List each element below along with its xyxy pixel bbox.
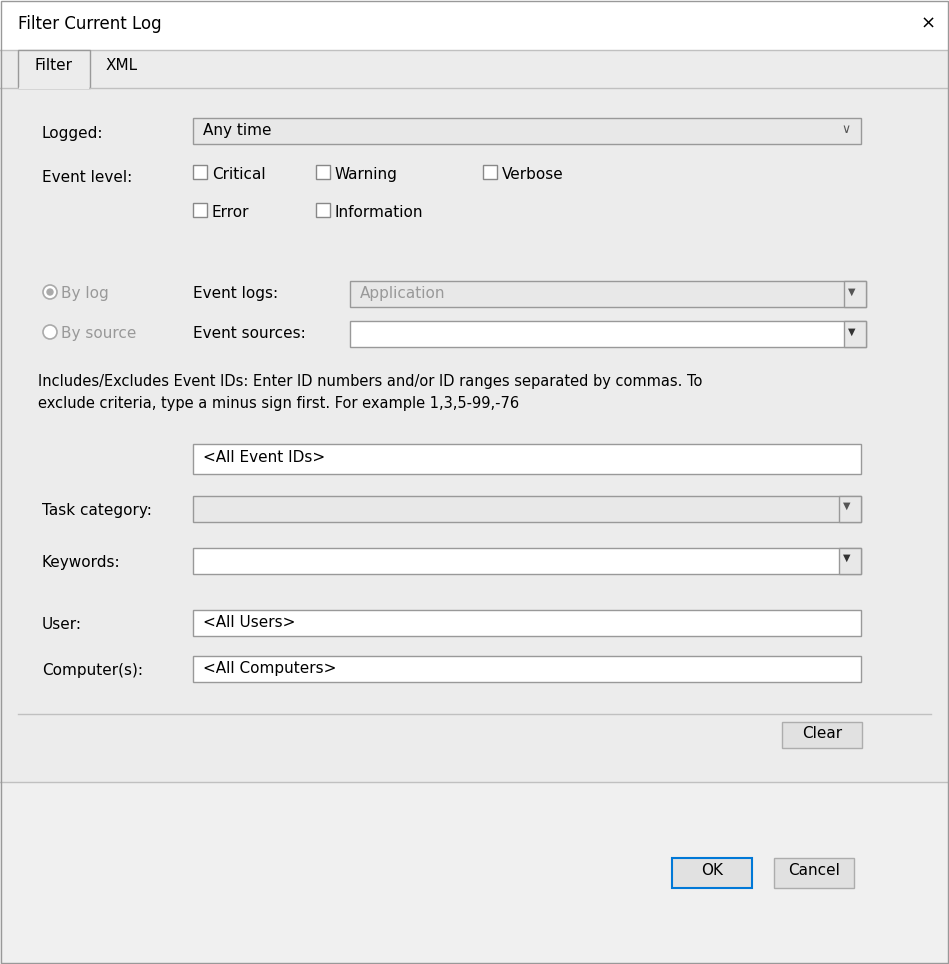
Text: Cancel: Cancel bbox=[788, 863, 840, 878]
Bar bbox=[193, 118, 861, 144]
Text: Event logs:: Event logs: bbox=[193, 286, 278, 301]
Text: Information: Information bbox=[335, 205, 423, 220]
Text: ▼: ▼ bbox=[848, 287, 855, 297]
Bar bbox=[839, 496, 861, 522]
Text: OK: OK bbox=[701, 863, 723, 878]
Text: Clear: Clear bbox=[802, 726, 842, 741]
Text: ∨: ∨ bbox=[841, 123, 850, 136]
Bar bbox=[774, 858, 854, 888]
Text: Includes/Excludes Event IDs: Enter ID numbers and/or ID ranges separated by comm: Includes/Excludes Event IDs: Enter ID nu… bbox=[38, 374, 702, 389]
Text: <All Computers>: <All Computers> bbox=[203, 661, 336, 676]
Bar bbox=[0, 0, 949, 50]
Bar bbox=[350, 321, 866, 347]
Text: Warning: Warning bbox=[335, 167, 398, 182]
Bar bbox=[193, 165, 207, 179]
Text: User:: User: bbox=[42, 617, 82, 632]
Text: Verbose: Verbose bbox=[502, 167, 564, 182]
Circle shape bbox=[47, 289, 53, 295]
Bar bbox=[839, 548, 861, 574]
Text: ×: × bbox=[921, 15, 936, 33]
Bar bbox=[18, 50, 90, 88]
Bar bbox=[19, 87, 89, 89]
Bar bbox=[672, 858, 752, 888]
Bar bbox=[193, 610, 861, 636]
Text: Any time: Any time bbox=[203, 123, 271, 138]
Text: Error: Error bbox=[212, 205, 250, 220]
Text: Event level:: Event level: bbox=[42, 170, 132, 185]
Text: Keywords:: Keywords: bbox=[42, 555, 121, 570]
Bar bbox=[782, 722, 862, 748]
Bar bbox=[193, 656, 861, 682]
Circle shape bbox=[43, 325, 57, 339]
Bar bbox=[316, 203, 330, 217]
Text: Critical: Critical bbox=[212, 167, 266, 182]
Bar bbox=[483, 165, 497, 179]
Text: <All Event IDs>: <All Event IDs> bbox=[203, 450, 326, 465]
Text: Logged:: Logged: bbox=[42, 126, 103, 141]
Circle shape bbox=[43, 285, 57, 299]
Text: Event sources:: Event sources: bbox=[193, 326, 306, 341]
Text: Task category:: Task category: bbox=[42, 503, 152, 518]
Text: By source: By source bbox=[61, 326, 137, 341]
Text: Application: Application bbox=[360, 286, 445, 301]
Text: Filter Current Log: Filter Current Log bbox=[18, 15, 161, 33]
Text: Computer(s):: Computer(s): bbox=[42, 663, 143, 678]
Text: ▼: ▼ bbox=[843, 501, 850, 511]
Text: XML: XML bbox=[106, 58, 139, 73]
Text: <All Users>: <All Users> bbox=[203, 615, 295, 630]
Bar bbox=[316, 165, 330, 179]
Bar bbox=[193, 444, 861, 474]
Bar bbox=[0, 782, 949, 964]
Text: Filter: Filter bbox=[35, 58, 73, 73]
Text: ▼: ▼ bbox=[843, 553, 850, 563]
Bar bbox=[844, 281, 866, 307]
Bar bbox=[193, 496, 861, 522]
Text: By log: By log bbox=[61, 286, 109, 301]
Bar bbox=[350, 281, 866, 307]
Bar bbox=[193, 203, 207, 217]
Bar bbox=[193, 548, 861, 574]
Text: ▼: ▼ bbox=[848, 327, 855, 337]
Text: exclude criteria, type a minus sign first. For example 1,3,5-99,-76: exclude criteria, type a minus sign firs… bbox=[38, 396, 519, 411]
Bar bbox=[844, 321, 866, 347]
